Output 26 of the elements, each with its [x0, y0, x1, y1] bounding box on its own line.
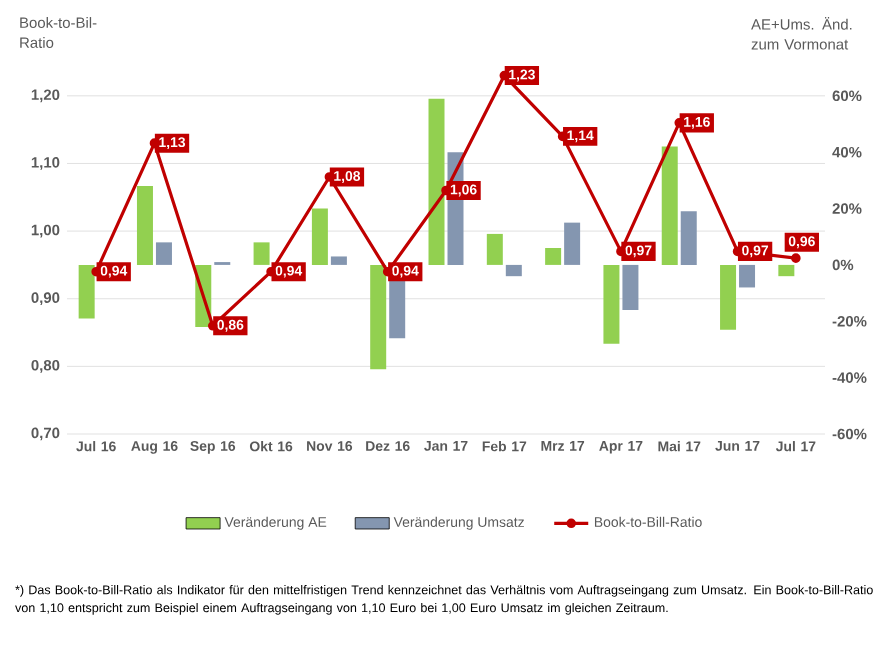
- bar: [253, 242, 270, 265]
- bar: [739, 264, 756, 288]
- bar: [564, 222, 581, 265]
- bar: [778, 264, 795, 277]
- bar: [311, 208, 328, 265]
- point: [382, 266, 393, 277]
- bar: [330, 256, 347, 265]
- bar: [622, 264, 639, 310]
- bar: [680, 211, 697, 265]
- bar: [428, 98, 445, 265]
- point: [207, 320, 218, 331]
- bar: [486, 233, 503, 265]
- bar: [370, 264, 387, 370]
- bar: [603, 264, 620, 344]
- point: [732, 246, 743, 257]
- bar: [545, 248, 562, 265]
- bar: [661, 146, 678, 265]
- bar: [136, 186, 153, 265]
- bar: [155, 242, 172, 265]
- bar: [78, 264, 95, 319]
- point: [266, 266, 276, 277]
- point: [91, 266, 101, 277]
- bar: [720, 264, 737, 330]
- point: [616, 246, 626, 257]
- point: [791, 253, 801, 263]
- bar: [505, 264, 522, 277]
